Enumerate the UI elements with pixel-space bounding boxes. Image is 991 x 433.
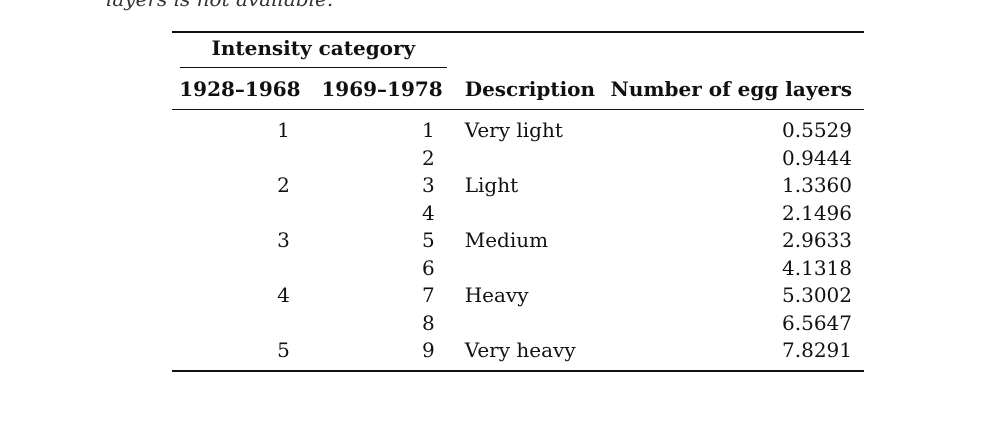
cell-1928-1968: [172, 255, 308, 283]
table-row: 6 4.1318: [172, 255, 864, 283]
table-body: 1 1 Very light 0.5529 2 0.9444 2 3 Light 1.3360 4 2…: [172, 110, 864, 370]
table-row: 8 6.5647: [172, 310, 864, 338]
column-header-egg-layers: Number of egg layers: [610, 76, 852, 101]
table-row: 1 1 Very light 0.5529: [172, 110, 864, 145]
cell-description: [455, 310, 611, 338]
column-header-description: Description: [464, 76, 596, 101]
bottom-rule-cell: [172, 370, 864, 371]
cell-egg-layers: 2.9633: [782, 228, 852, 253]
cell-1969-1978: 6: [421, 255, 435, 280]
cell-description: Medium: [464, 228, 549, 253]
cell-1969-1978: 1: [421, 118, 435, 143]
cell-1928-1968: [172, 145, 308, 173]
cell-1928-1968: [172, 200, 308, 228]
table-row: 4 2.1496: [172, 200, 864, 228]
cell-egg-layers: 4.1318: [782, 255, 852, 280]
intensity-table-container: Intensity category 1928–1968 1969–1978 D…: [172, 31, 864, 372]
cell-1928-1968: 4: [277, 283, 290, 308]
column-header-1928-1968: 1928–1968: [179, 76, 301, 101]
cell-egg-layers: 2.1496: [782, 200, 852, 225]
cell-1969-1978: 5: [421, 228, 435, 253]
group-header-underline: [179, 66, 447, 68]
cell-description: Light: [464, 173, 519, 198]
group-header-empty-2: [611, 32, 864, 69]
table-row: 2 0.9444: [172, 145, 864, 173]
cell-description: Heavy: [464, 283, 529, 308]
group-header-row: Intensity category: [172, 32, 864, 69]
cell-1928-1968: 3: [277, 228, 290, 253]
cell-egg-layers: 0.5529: [782, 118, 852, 143]
cell-1928-1968: 2: [277, 173, 290, 198]
group-header-label: Intensity category: [211, 35, 416, 60]
cell-1969-1978: 2: [421, 145, 435, 170]
group-header-cell: Intensity category: [172, 32, 455, 69]
column-header-1969-1978: 1969–1978: [321, 76, 443, 101]
cell-egg-layers: 7.8291: [782, 338, 852, 363]
cell-1969-1978: 9: [421, 338, 435, 363]
cell-1969-1978: 3: [421, 173, 435, 198]
group-header-empty-1: [455, 32, 611, 69]
table-row: 5 9 Very heavy 7.8291: [172, 337, 864, 370]
cell-1928-1968: 1: [277, 118, 290, 143]
cell-1969-1978: 4: [421, 200, 435, 225]
cell-1969-1978: 7: [421, 283, 435, 308]
cell-egg-layers: 1.3360: [782, 173, 852, 198]
table-row: 3 5 Medium 2.9633: [172, 227, 864, 255]
cell-egg-layers: 6.5647: [782, 310, 852, 335]
cell-description: [455, 200, 611, 228]
cell-description: [455, 255, 611, 283]
column-header-row: 1928–1968 1969–1978 Description Number o…: [172, 69, 864, 110]
cell-description: Very light: [464, 118, 563, 143]
intensity-table: Intensity category 1928–1968 1969–1978 D…: [172, 31, 864, 372]
cell-1928-1968: [172, 310, 308, 338]
cell-egg-layers: 5.3002: [782, 283, 852, 308]
cell-1969-1978: 8: [421, 310, 435, 335]
table-row: 2 3 Light 1.3360: [172, 172, 864, 200]
table-row: 4 7 Heavy 5.3002: [172, 282, 864, 310]
cell-egg-layers: 0.9444: [782, 145, 852, 170]
cell-description: [455, 145, 611, 173]
cell-description: Very heavy: [464, 338, 576, 363]
table-bottom-rule: [172, 368, 864, 371]
cell-1928-1968: 5: [277, 338, 290, 363]
preceding-text-line: layers is not available.: [106, 0, 333, 11]
